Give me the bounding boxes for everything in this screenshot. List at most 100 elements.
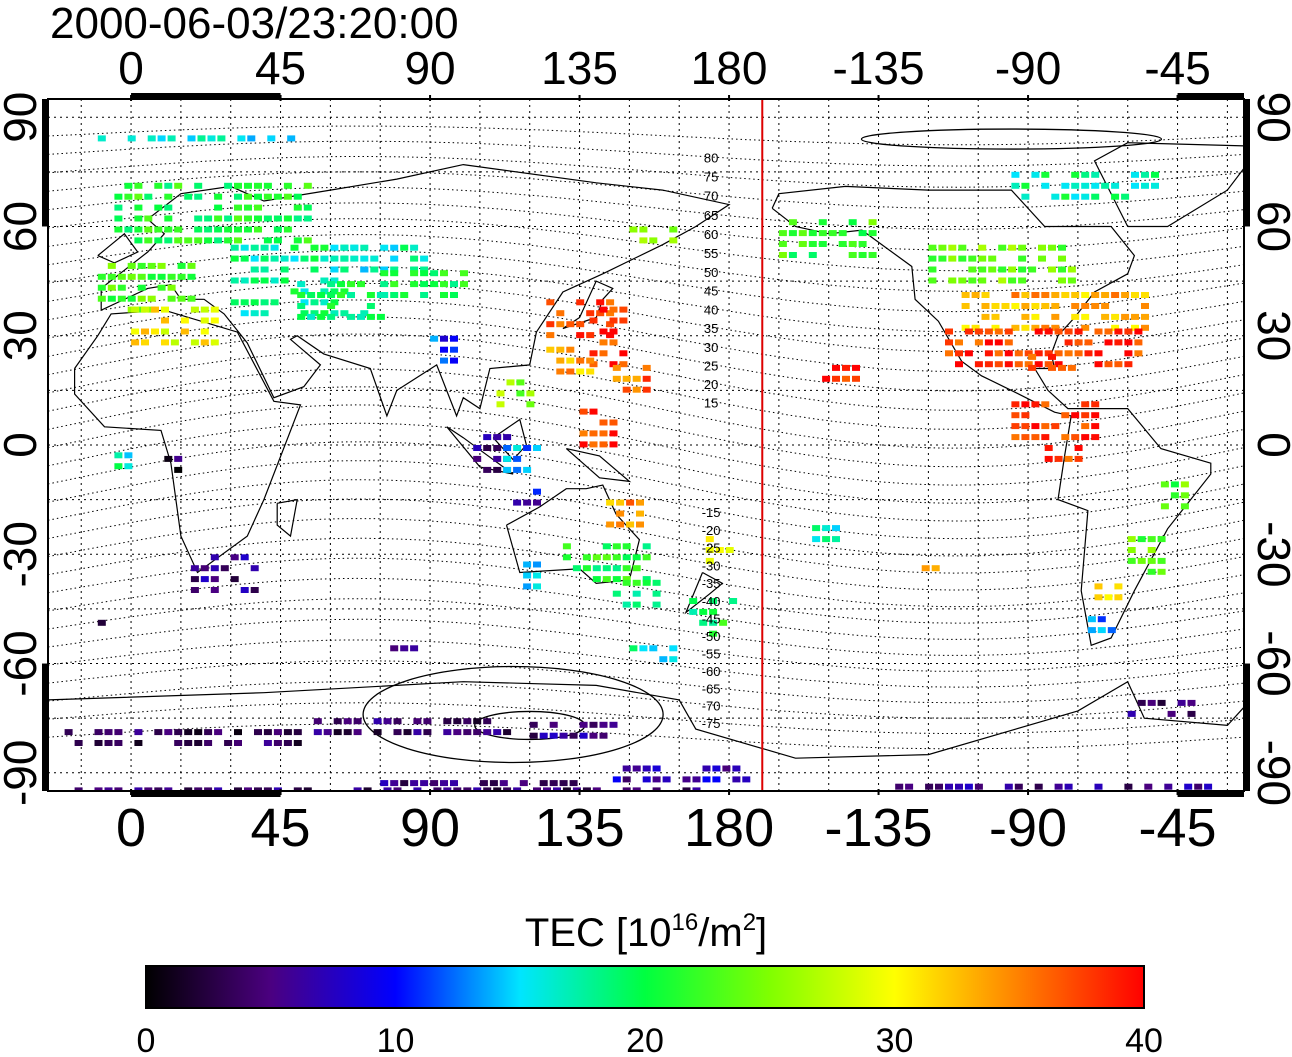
tec-cell xyxy=(310,255,319,262)
tec-cell xyxy=(131,306,140,313)
tec-cell xyxy=(1134,350,1143,357)
tec-cell xyxy=(1101,182,1110,189)
tec-cell xyxy=(303,787,312,791)
tec-cell xyxy=(167,135,176,142)
tec-cell xyxy=(1187,710,1196,717)
tec-cell xyxy=(1021,434,1030,441)
tec-cell xyxy=(931,565,940,572)
tec-cell xyxy=(1018,255,1027,262)
tec-cell xyxy=(1111,193,1120,200)
tec-cell xyxy=(473,455,482,462)
tec-cell xyxy=(403,729,412,736)
tec-cell xyxy=(114,463,123,470)
tec-cell xyxy=(190,576,199,583)
tec-cell xyxy=(852,364,860,371)
tec-cell xyxy=(955,339,963,346)
contour-loop-south-outer xyxy=(362,665,664,764)
tec-cell xyxy=(204,740,213,746)
tec-cell xyxy=(1074,339,1083,346)
tec-cell xyxy=(380,292,389,298)
tec-cell xyxy=(968,277,977,284)
tec-cell xyxy=(632,765,641,772)
tec-cell xyxy=(556,321,565,328)
tec-cell xyxy=(1058,364,1066,371)
tec-cell xyxy=(97,135,106,142)
tec-cell xyxy=(483,466,492,473)
tec-cell xyxy=(380,270,389,277)
lat-label-left: 0 xyxy=(0,432,46,458)
tec-cell xyxy=(1067,266,1076,273)
tec-cell xyxy=(214,215,223,222)
tec-cell xyxy=(1194,783,1203,790)
tec-cell xyxy=(307,313,316,320)
tec-cell xyxy=(224,740,233,746)
tec-cell xyxy=(250,277,259,284)
tec-cell xyxy=(1124,361,1133,368)
tec-cell xyxy=(254,787,262,791)
tec-cell xyxy=(104,740,113,746)
contour-label: -70 xyxy=(702,699,721,714)
tec-cell xyxy=(1101,303,1110,309)
tec-cell xyxy=(360,255,369,262)
tec-cell xyxy=(214,193,223,200)
tec-cell xyxy=(1054,361,1063,368)
tec-cell xyxy=(360,310,369,317)
tec-cell xyxy=(842,375,850,382)
lat-label-left: 60 xyxy=(0,201,46,252)
tec-cell xyxy=(609,721,618,728)
tec-cell xyxy=(626,521,635,528)
tec-cell xyxy=(609,419,618,426)
tec-cell xyxy=(244,193,252,200)
colorbar xyxy=(145,965,1145,1009)
tec-cell xyxy=(114,740,123,746)
tec-cell xyxy=(1074,350,1083,357)
tec-cell xyxy=(280,266,289,273)
tec-cell xyxy=(260,255,269,262)
tec-cell xyxy=(383,787,392,791)
tec-cell xyxy=(1081,303,1090,309)
tec-cell xyxy=(204,226,213,233)
tec-cell xyxy=(1041,171,1050,178)
tec-cell xyxy=(423,729,432,736)
tec-cell xyxy=(210,339,219,346)
tec-cell xyxy=(632,787,641,791)
lon-label-bottom: 180 xyxy=(684,798,774,858)
mag-contour xyxy=(48,282,1244,353)
tec-cell xyxy=(164,204,173,211)
tec-cell xyxy=(144,787,153,791)
tec-cell xyxy=(822,375,831,382)
tec-cell xyxy=(1081,401,1090,408)
tec-cell xyxy=(1124,328,1133,335)
tec-cell xyxy=(649,237,658,244)
tec-cell xyxy=(709,598,718,604)
tec-cell xyxy=(147,262,156,269)
tec-cell xyxy=(599,339,608,346)
tec-cell xyxy=(832,375,840,382)
tec-cell xyxy=(1011,182,1020,189)
tec-cell xyxy=(147,273,156,280)
contour-label: -25 xyxy=(702,541,721,556)
coastline xyxy=(565,448,632,483)
tec-cell xyxy=(124,182,133,189)
tec-cell xyxy=(353,729,362,736)
lon-label-top: 90 xyxy=(404,42,455,94)
mag-contour xyxy=(48,518,1244,591)
tec-cell xyxy=(234,182,242,189)
tec-cell xyxy=(327,281,336,288)
tec-cell xyxy=(303,182,312,189)
tec-cell xyxy=(868,219,877,226)
tec-cell xyxy=(619,361,628,368)
tec-cell xyxy=(340,255,349,262)
tec-cell xyxy=(1031,401,1040,408)
tec-cell xyxy=(1048,266,1056,273)
tec-cell xyxy=(642,543,651,550)
tec-cell xyxy=(366,292,375,298)
tec-cell xyxy=(1097,616,1106,623)
tec-cell xyxy=(622,765,631,772)
tec-cell xyxy=(652,765,661,772)
tec-cell xyxy=(1011,401,1020,408)
tec-cell xyxy=(1104,339,1113,346)
tec-cell xyxy=(978,266,987,273)
tec-cell xyxy=(330,288,339,295)
tec-cell xyxy=(606,499,615,506)
